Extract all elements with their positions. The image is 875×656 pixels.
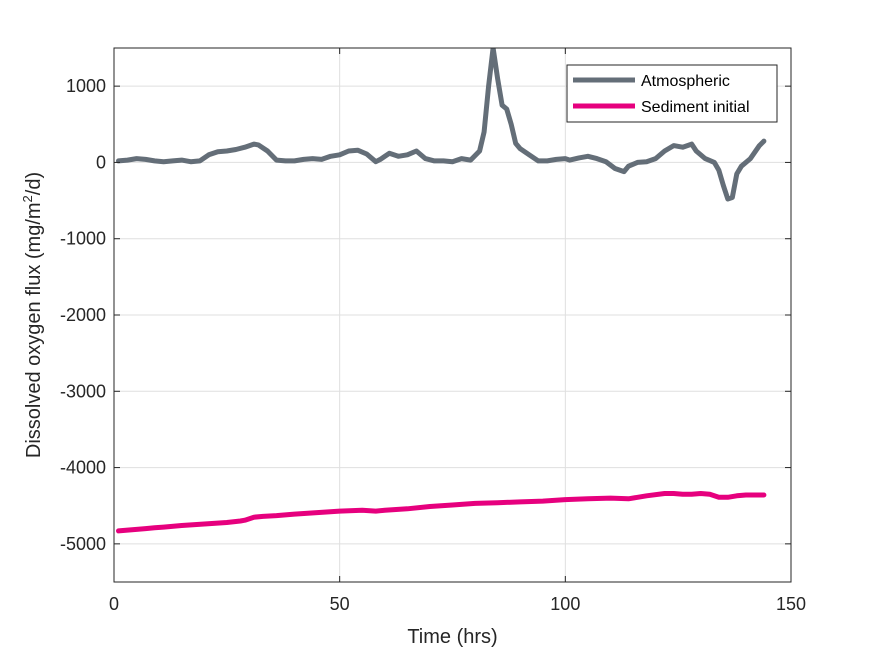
y-axis-title-suffix: /d)	[23, 172, 45, 195]
x-axis-title: Time (hrs)	[407, 626, 497, 648]
series-lines	[116, 48, 767, 534]
series-line-atmospheric	[116, 48, 767, 202]
x-tick-label: 0	[109, 594, 119, 614]
legend-box	[566, 64, 778, 123]
x-tick-label: 150	[776, 594, 806, 614]
legend-label-sediment-initial: Sediment initial	[641, 99, 750, 116]
x-tick-label: 50	[330, 594, 350, 614]
y-axis-title-prefix: Dissolved oxygen flux (mg/m	[23, 202, 45, 458]
y-tick-label: -1000	[60, 229, 106, 249]
legend-label-atmospheric: Atmospheric	[641, 73, 730, 90]
axis-ticks: 0 50 100 150 -5000 -4000 -3000 -2000 -1000 0 1000	[60, 48, 806, 614]
y-tick-label: -5000	[60, 534, 106, 554]
x-tick-label: 100	[550, 594, 580, 614]
series-line-sediment-initial	[116, 491, 767, 534]
legend: Atmospheric Sediment initial	[566, 64, 778, 123]
y-tick-label: -2000	[60, 305, 106, 325]
y-axis-title: Dissolved oxygen flux (mg/m2/d)	[20, 172, 45, 458]
y-tick-label: -4000	[60, 458, 106, 478]
y-axis-title-superscript: 2	[20, 195, 35, 202]
y-tick-label: -3000	[60, 381, 106, 401]
y-tick-label: 1000	[66, 76, 106, 96]
y-tick-label: 0	[96, 152, 106, 172]
